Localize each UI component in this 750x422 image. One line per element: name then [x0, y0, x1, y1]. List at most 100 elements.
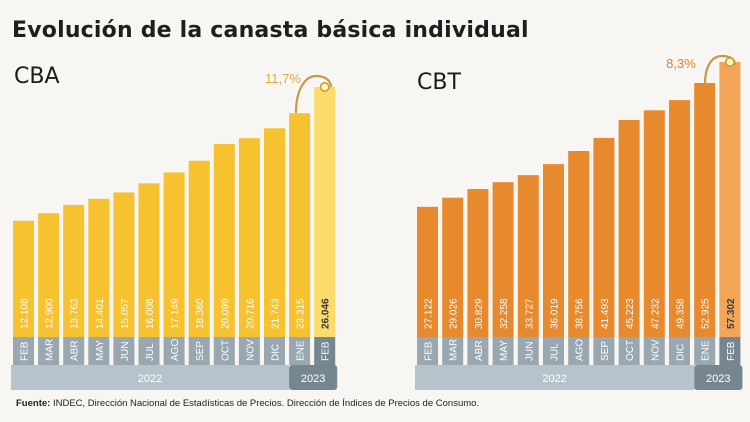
- cbt-bar: [467, 189, 489, 337]
- cba-value-label: 20.716: [245, 298, 256, 329]
- cbt-bar: [442, 197, 464, 337]
- cba-year-band-2022: [11, 365, 290, 390]
- cba-month-label: AGO: [170, 339, 181, 361]
- cbt-value-label: 57.302: [726, 298, 737, 329]
- cbt-month-label: ABR: [474, 340, 485, 361]
- cba-month-cell: [314, 337, 336, 365]
- cba-month-cell: [38, 337, 60, 365]
- cba-bar: [63, 204, 85, 337]
- cba-chart: 12.108 FEB 12.900 MAR 13.763 ABR 14.401 MAY 15.0…: [11, 71, 338, 390]
- cba-month-label: ENE: [296, 340, 307, 361]
- cbt-value-label: 30.829: [474, 298, 485, 329]
- cba-month-cell: [138, 337, 160, 365]
- cbt-bar: [669, 100, 690, 337]
- cba-value-label: 17.149: [170, 298, 181, 329]
- cbt-month-label: OCT: [625, 340, 636, 361]
- cba-year-label-2023: 2023: [301, 373, 325, 385]
- cbt-bar: [543, 164, 564, 337]
- chart-title: Evolución de la canasta básica individua…: [12, 18, 529, 43]
- cba-bar: [264, 128, 285, 337]
- cbt-month-cell: [442, 337, 464, 365]
- cba-bar: [238, 138, 260, 337]
- cbt-change-dot: [724, 56, 735, 67]
- cbt-month-cell: [492, 337, 514, 365]
- cba-value-label: 12.900: [45, 298, 56, 329]
- cba-month-label: JUL: [145, 343, 156, 361]
- source-note: Fuente: INDEC, Dirección Nacional de Est…: [16, 398, 479, 409]
- cbt-value-label: 49.358: [676, 298, 687, 329]
- cba-bar: [113, 192, 135, 337]
- cbt-value-label: 29.026: [449, 298, 460, 329]
- source-text: INDEC, Dirección Nacional de Estadística…: [52, 398, 480, 409]
- cbt-month-cell: [467, 337, 489, 365]
- cba-bar: [188, 160, 210, 337]
- cbt-value-label: 47.232: [650, 298, 661, 329]
- cba-month-cell: [264, 337, 285, 365]
- cba-month-label: NOV: [245, 339, 256, 361]
- cba-bar: [163, 172, 185, 337]
- cba-value-label: 12.108: [20, 298, 31, 329]
- cbt-month-label: FEB: [726, 341, 737, 361]
- cba-value-label: 20.099: [220, 298, 231, 329]
- cba-bar: [213, 144, 235, 337]
- cbt-bar: [643, 110, 665, 337]
- cbt-year-label-2023: 2023: [706, 373, 730, 385]
- cbt-value-label: 45.223: [625, 298, 636, 329]
- cba-month-label: JUN: [120, 342, 131, 361]
- cba-month-label: SEP: [195, 341, 206, 361]
- cbt-value-label: 33.727: [524, 298, 535, 329]
- cbt-value-label: 41.493: [600, 298, 611, 329]
- cba-month-label: DIC: [271, 344, 282, 361]
- cba-month-label: FEB: [20, 341, 31, 361]
- cba-month-cell: [289, 337, 311, 365]
- cba-month-label: ABR: [70, 340, 81, 361]
- cba-bar: [314, 87, 336, 337]
- cba-value-label: 13.763: [70, 298, 81, 329]
- cba-month-cell: [88, 337, 110, 365]
- cbt-month-label: MAY: [499, 340, 510, 361]
- cba-value-label: 18.360: [195, 298, 206, 329]
- cba-bar: [13, 220, 34, 337]
- cbt-month-cell: [593, 337, 615, 365]
- cbt-month-cell: [669, 337, 690, 365]
- cbt-month-label: DIC: [676, 344, 687, 361]
- cbt-bar: [694, 83, 716, 337]
- cbt-month-label: JUN: [524, 342, 535, 361]
- cbt-bar: [517, 175, 539, 337]
- cba-month-cell: [188, 337, 210, 365]
- cbt-bar: [417, 206, 438, 337]
- cbt-month-label: ENE: [701, 340, 712, 361]
- cba-month-label: MAY: [95, 340, 106, 361]
- cba-value-label: 26.046: [321, 298, 332, 329]
- cbt-chart-title: CBT: [417, 70, 461, 95]
- cba-year-band-2023: [289, 365, 338, 390]
- cba-change-dot: [319, 82, 330, 93]
- cba-value-label: 15.057: [120, 298, 131, 329]
- cba-value-label: 14.401: [95, 298, 106, 329]
- source-label: Fuente:: [16, 398, 51, 409]
- cbt-month-label: SEP: [600, 341, 611, 361]
- cba-month-cell: [13, 337, 34, 365]
- cba-month-label: OCT: [220, 340, 231, 361]
- cbt-year-label-2022: 2022: [542, 373, 566, 385]
- cba-change-arrow: [294, 74, 333, 114]
- cbt-month-label: MAR: [449, 339, 460, 361]
- cba-month-cell: [213, 337, 235, 365]
- cbt-month-cell: [543, 337, 564, 365]
- cbt-month-cell: [517, 337, 539, 365]
- cbt-change-label: 8,3%: [666, 56, 696, 71]
- cba-bar: [38, 213, 60, 337]
- cba-month-label: FEB: [321, 341, 332, 361]
- cba-value-label: 23.315: [296, 298, 307, 329]
- cbt-value-label: 27.122: [424, 298, 435, 329]
- cbt-bar: [492, 182, 514, 337]
- cbt-bar: [618, 119, 640, 337]
- cbt-month-cell: [618, 337, 640, 365]
- cbt-value-label: 38.756: [575, 298, 586, 329]
- cba-year-label-2022: 2022: [138, 373, 162, 385]
- cba-month-cell: [163, 337, 185, 365]
- cbt-bar: [719, 62, 741, 337]
- cbt-value-label: 32.258: [499, 298, 510, 329]
- cbt-month-cell: [417, 337, 438, 365]
